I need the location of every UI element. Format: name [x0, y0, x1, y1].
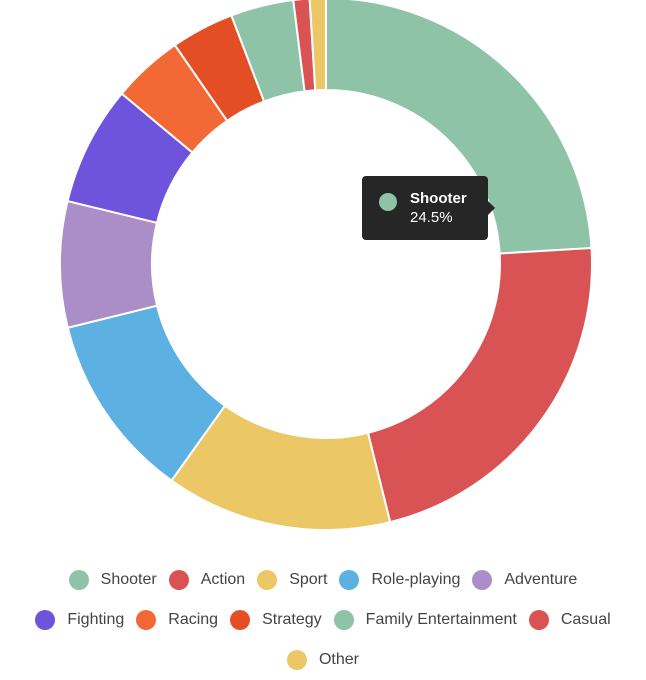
slice-other[interactable]	[308, 0, 327, 92]
legend-item-other[interactable]: Other	[286, 650, 359, 670]
legend-item-adventure[interactable]: Adventure	[472, 570, 577, 590]
tooltip-value: 24.5%	[410, 209, 453, 226]
legend-item-strategy[interactable]: Strategy	[230, 610, 322, 630]
legend-marker	[528, 610, 549, 630]
legend-label: Shooter	[100, 571, 157, 588]
legend-row: Fighting Racing Strategy Family Entertai…	[0, 600, 646, 640]
tooltip-series-name: Shooter	[410, 190, 467, 207]
legend-marker	[472, 570, 493, 590]
chart-legend: Shooter Action Sport Role-playing Advent…	[0, 560, 646, 680]
legend-label: Casual	[560, 611, 611, 628]
chart-tooltip: Shooter 24.5%	[362, 176, 495, 240]
legend-item-fighting[interactable]: Fighting	[35, 610, 124, 630]
slice-shooter[interactable]	[325, 0, 593, 255]
legend-row: Shooter Action Sport Role-playing Advent…	[0, 560, 646, 600]
legend-item-role-playing[interactable]: Role-playing	[339, 570, 460, 590]
legend-label: Sport	[289, 571, 328, 588]
legend-marker	[35, 610, 56, 630]
slice-action[interactable]	[366, 246, 593, 524]
legend-label: Role-playing	[371, 571, 461, 588]
legend-label: Action	[200, 571, 246, 588]
legend-marker	[136, 610, 157, 630]
legend-label: Fighting	[67, 611, 125, 628]
legend-item-family-entertainment[interactable]: Family Entertainment	[333, 610, 517, 630]
legend-label: Strategy	[262, 611, 322, 628]
legend-label: Racing	[168, 611, 219, 628]
legend-item-shooter[interactable]: Shooter	[68, 570, 157, 590]
legend-marker	[168, 570, 189, 590]
legend-marker	[68, 570, 89, 590]
legend-row: Other	[0, 640, 646, 680]
legend-item-casual[interactable]: Casual	[528, 610, 611, 630]
legend-marker	[230, 610, 251, 630]
legend-label: Family Entertainment	[365, 611, 517, 628]
legend-label: Adventure	[504, 571, 578, 588]
legend-item-sport[interactable]: Sport	[257, 570, 327, 590]
legend-marker	[257, 570, 278, 590]
tooltip-arrow	[487, 200, 495, 216]
donut-chart	[59, 0, 593, 531]
legend-item-action[interactable]: Action	[168, 570, 246, 590]
legend-item-racing[interactable]: Racing	[136, 610, 218, 630]
legend-marker	[339, 570, 360, 590]
legend-label: Other	[318, 651, 359, 668]
tooltip-color-dot	[379, 193, 397, 211]
legend-marker	[286, 650, 307, 670]
legend-marker	[333, 610, 354, 630]
